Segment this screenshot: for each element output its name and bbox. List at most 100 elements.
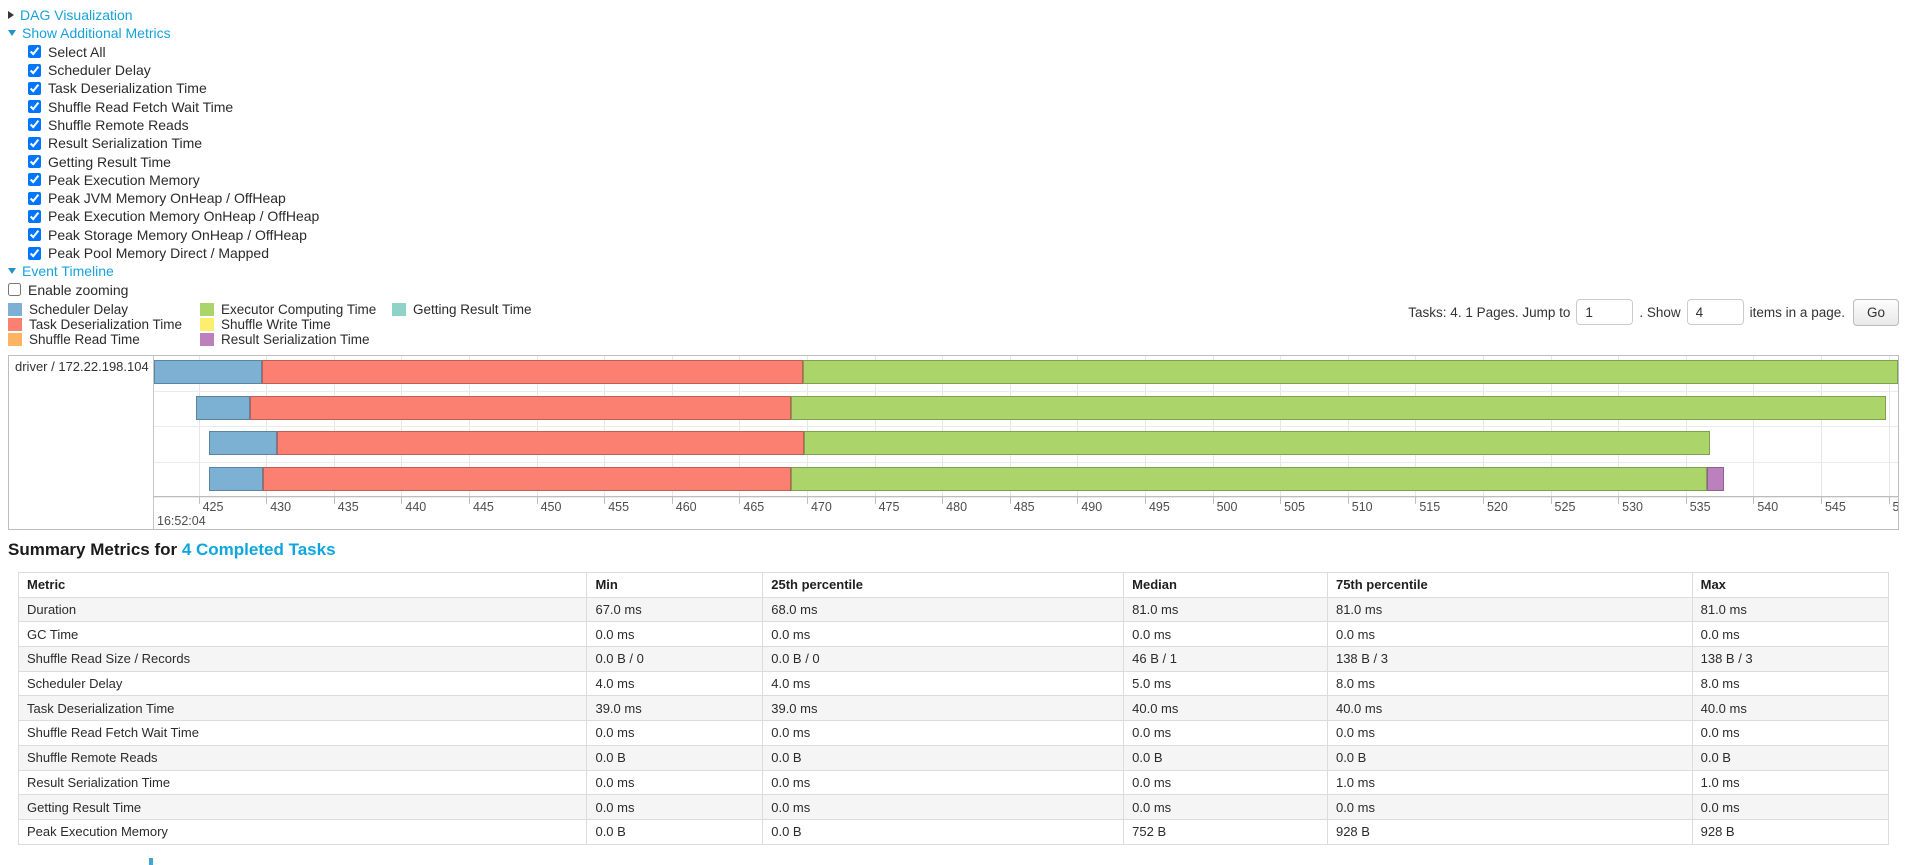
gridline (1280, 356, 1282, 498)
metric-checkbox[interactable] (28, 136, 41, 150)
metric-value-cell: 928 B (1326, 818, 1693, 845)
metric-checkbox[interactable] (28, 246, 41, 260)
axis-tick (536, 497, 538, 504)
metric-value-cell: 39.0 ms (762, 695, 1125, 722)
axis-tick-label: 490 (1081, 500, 1103, 514)
task-bar[interactable] (154, 360, 1898, 384)
metric-checkbox[interactable] (28, 209, 41, 223)
metric-checkbox-item: Task Deserialization Time (28, 79, 319, 97)
metric-value-cell: 0.0 B (586, 818, 764, 845)
pagination-summary: Tasks: 4. 1 Pages. Jump to (1408, 304, 1571, 320)
metric-value-cell: 0.0 ms (1123, 769, 1328, 796)
legend-item: Getting Result Time (392, 302, 532, 317)
gridline (1144, 356, 1146, 498)
row-separator (154, 497, 1898, 498)
metric-value-cell: 0.0 B / 0 (762, 646, 1125, 672)
column-header: Min (586, 572, 764, 598)
axis-tick (874, 497, 876, 504)
metric-value-cell: 40.0 ms (1326, 695, 1693, 722)
legend-label: Shuffle Read Time (29, 332, 140, 348)
jump-to-page-input[interactable] (1576, 299, 1634, 325)
metric-checkbox[interactable] (28, 173, 41, 187)
metric-checkbox-item: Scheduler Delay (28, 61, 319, 79)
gridline (1888, 356, 1890, 498)
axis-tick-label: 485 (1013, 500, 1035, 514)
executor_computing-segment (802, 360, 1898, 384)
metric-value-cell: 4.0 ms (586, 670, 764, 697)
enable-zooming-row: Enable zooming (8, 280, 319, 298)
metric-value-cell: 0.0 ms (1326, 621, 1693, 648)
additional-metrics-toggle[interactable]: Show Additional Metrics (8, 24, 319, 42)
axis-tick (1212, 497, 1214, 504)
metric-checkbox[interactable] (28, 100, 41, 114)
legend-item: Shuffle Read Time (8, 332, 200, 347)
axis-tick (1888, 497, 1890, 504)
metric-checkbox[interactable] (28, 228, 41, 242)
metric-value-cell: 0.0 ms (1691, 621, 1890, 648)
axis-tick (469, 497, 470, 504)
metric-checkbox[interactable] (28, 118, 41, 132)
timeline-legend: Scheduler Delay Task Deserialization Time… (8, 302, 1899, 348)
legend-item: Task Deserialization Time (8, 317, 200, 332)
metric-value-cell: 138 B / 3 (1326, 646, 1693, 672)
completed-tasks-link[interactable]: 4 Completed Tasks (181, 540, 336, 559)
go-button[interactable]: Go (1852, 298, 1899, 326)
metric-checkbox[interactable] (28, 45, 41, 59)
metric-checkbox-label: Result Serialization Time (48, 135, 203, 152)
task-bar[interactable] (195, 396, 1886, 420)
event-timeline-toggle[interactable]: Event Timeline (8, 262, 319, 280)
metric-name-cell: Getting Result Time (17, 794, 588, 820)
axis-tick-label: 550 (1889, 500, 1898, 514)
metric-value-cell: 46 B / 1 (1123, 646, 1328, 672)
metric-checkbox[interactable] (28, 81, 41, 95)
metric-value-cell: 0.0 B / 0 (586, 646, 764, 672)
metric-name-cell: Task Deserialization Time (17, 695, 588, 722)
metric-checkbox[interactable] (28, 63, 41, 77)
axis-tick-label: 475 (878, 500, 900, 514)
heading-prefix: Summary Metrics for (8, 540, 182, 559)
event-timeline-link[interactable]: Event Timeline (22, 263, 114, 280)
executor_computing-segment (790, 467, 1708, 491)
axis-tick-label: 500 (1216, 500, 1238, 514)
axis-tick-label: 425 (202, 500, 224, 514)
axis-tick (1077, 497, 1079, 504)
additional-metrics-link[interactable]: Show Additional Metrics (22, 25, 171, 42)
metric-name-cell: GC Time (17, 621, 588, 648)
cutoff-element-bottom (149, 858, 153, 865)
dag-visualization-toggle[interactable]: DAG Visualization (8, 6, 319, 24)
enable-zooming-checkbox[interactable] (8, 283, 21, 297)
table-row: Getting Result Time 0.0 ms 0.0 ms 0.0 ms 0.0… (17, 794, 1890, 820)
metric-value-cell: 928 B (1691, 818, 1890, 845)
gridline (198, 356, 200, 498)
executor_computing-segment (804, 431, 1711, 455)
axis-tick (1550, 497, 1552, 504)
axis-tick-label: 515 (1419, 500, 1441, 514)
row-separator (154, 462, 1898, 463)
legend-column: Getting Result Time (392, 302, 532, 348)
table-row: Shuffle Read Size / Records 0.0 B / 0 0.0 … (17, 646, 1890, 672)
metric-checkbox[interactable] (28, 155, 41, 169)
metric-checkbox-label: Peak Pool Memory Direct / Mapped (48, 245, 269, 261)
task-pagination: Tasks: 4. 1 Pages. Jump to . Show items … (1408, 292, 1899, 332)
metric-value-cell: 40.0 ms (1691, 695, 1890, 722)
dag-visualization-link[interactable]: DAG Visualization (20, 7, 133, 24)
metric-value-cell: 0.0 ms (1691, 794, 1890, 820)
metric-value-cell: 0.0 ms (762, 720, 1125, 746)
axis-tick-label: 430 (270, 500, 292, 514)
metric-value-cell: 0.0 B (762, 818, 1125, 845)
metric-checkbox-label: Peak Execution Memory (48, 171, 200, 188)
timeline-plot-area: 16:52:04 425 430 435 440 445 450 455 460 465 470 4… (154, 356, 1898, 529)
shuffle_write-swatch (200, 318, 214, 332)
gridline (469, 356, 470, 498)
metric-checkbox-item: Result Serialization Time (28, 134, 319, 152)
metric-checkbox[interactable] (28, 191, 41, 205)
caret-down-icon (8, 30, 16, 37)
task-bar[interactable] (209, 431, 1711, 455)
metric-value-cell: 5.0 ms (1123, 670, 1328, 697)
task-bar[interactable] (209, 467, 1724, 491)
items-per-page-input[interactable] (1686, 299, 1744, 325)
metric-name-cell: Shuffle Remote Reads (17, 744, 588, 771)
axis-tick-label: 445 (473, 500, 494, 514)
axis-tick (1618, 497, 1620, 504)
metric-value-cell: 0.0 ms (1326, 720, 1693, 746)
